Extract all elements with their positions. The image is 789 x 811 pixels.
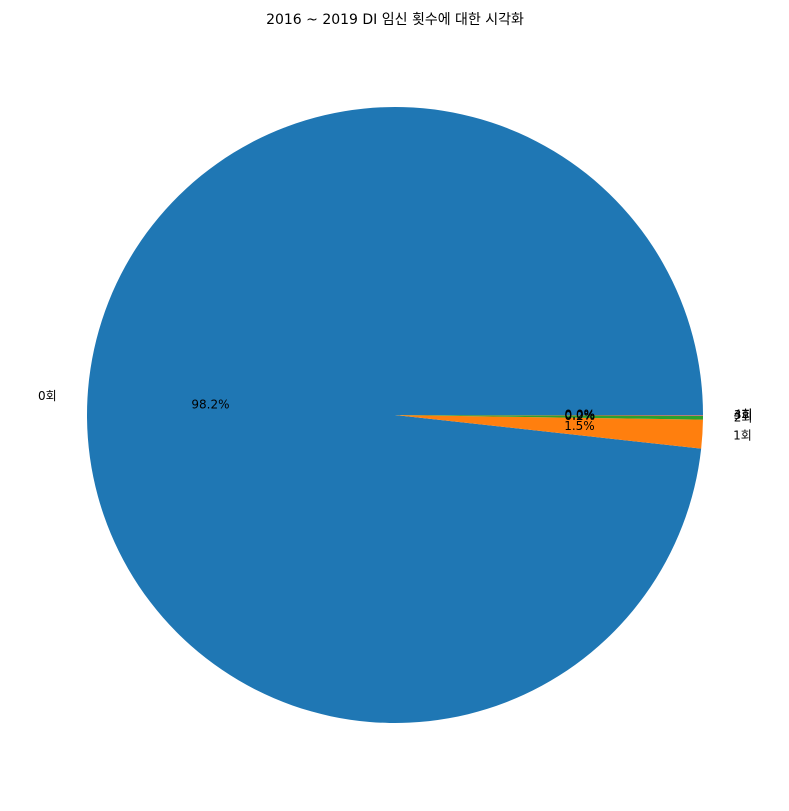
slice-pct-label-1: 1.5%: [564, 419, 595, 433]
pie-slice-2: [395, 415, 703, 420]
chart-title: 2016 ~ 2019 DI 임신 횟수에 대한 시각화: [266, 12, 524, 28]
slice-label-3: 3회: [734, 408, 753, 422]
pie-slices: [86, 106, 704, 723]
pie-slice-3: [395, 415, 703, 416]
slice-pct-label-0: 98.2%: [191, 397, 229, 411]
pie-slice-1: [395, 415, 703, 449]
slice-pct-label-3: 0.0%: [565, 408, 596, 422]
slice-label-2: 2회: [734, 410, 753, 424]
slice-label-0: 0회: [38, 389, 57, 403]
slice-pct-label-2: 0.2%: [565, 409, 596, 423]
slice-pct-label-4: 0.0%: [565, 408, 596, 422]
slice-label-1: 1회: [733, 429, 752, 443]
slice-label-4: 4회: [734, 408, 753, 422]
pie-slice-0: [86, 106, 704, 723]
